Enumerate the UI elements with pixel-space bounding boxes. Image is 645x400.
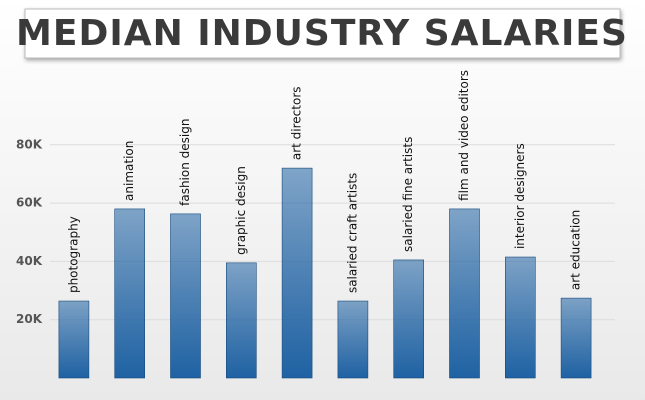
category-label: interior designers [513,143,527,249]
category-label: art directors [290,86,304,160]
y-tick-label: 40K [16,254,43,268]
bar [226,262,257,379]
category-label: animation [122,141,136,201]
category-label: photography [66,216,80,293]
bar [393,259,425,379]
chart-title: MEDIAN INDUSTRY SALARIES [16,13,628,54]
bar [560,297,592,379]
y-tick-label: 60K [16,196,43,210]
y-tick-label: 80K [16,137,43,151]
category-label: salaried fine artists [401,137,415,252]
category-label: graphic design [234,166,248,255]
bar [449,208,480,379]
category-label: fashion design [178,119,192,206]
bar [114,208,145,379]
bar [170,213,201,379]
bar [58,300,90,379]
bar [337,300,369,379]
category-label: salaried craft artists [345,173,359,293]
category-label: film and video editors [457,70,471,201]
bar [504,256,536,379]
bar [281,167,313,379]
category-label: art education [569,210,583,290]
y-tick-label: 20K [16,312,43,326]
title-box [24,8,621,59]
